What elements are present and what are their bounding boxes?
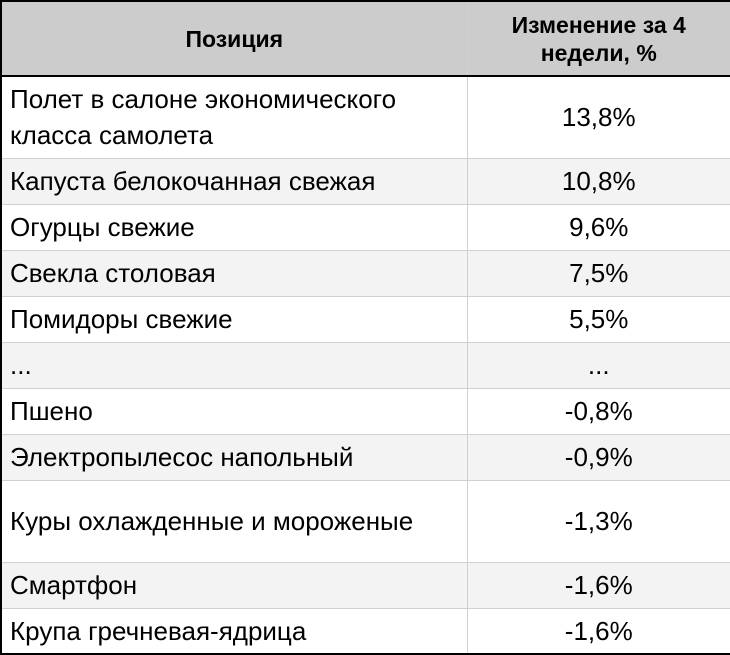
table-row: ... ... (0, 341, 730, 389)
row-item-name: Пшено (0, 387, 468, 435)
table-row: Электропылесос напольный -0,9% (0, 433, 730, 481)
table-row: Свекла столовая 7,5% (0, 249, 730, 297)
row-item-name: Смартфон (0, 561, 468, 609)
table-row: Огурцы свежие 9,6% (0, 203, 730, 251)
row-item-name: Помидоры свежие (0, 295, 468, 343)
row-change-value: -1,6% (466, 561, 730, 609)
row-change-value: -1,6% (466, 607, 730, 655)
row-item-name: Капуста белокочанная свежая (0, 157, 468, 205)
row-change-value: ... (466, 341, 730, 389)
row-change-value: -0,8% (466, 387, 730, 435)
row-change-value: -1,3% (466, 479, 730, 563)
row-change-value: -0,9% (466, 433, 730, 481)
header-row: Позиция Изменение за 4 недели, % (0, 0, 730, 77)
column-header-item: Позиция (0, 0, 468, 77)
table-row: Капуста белокочанная свежая 10,8% (0, 157, 730, 205)
row-item-name: Полет в салоне экономического класса сам… (0, 75, 468, 159)
row-item-name: ... (0, 341, 468, 389)
row-item-name: Огурцы свежие (0, 203, 468, 251)
row-item-name: Крупа гречневая-ядрица (0, 607, 468, 655)
table-row: Смартфон -1,6% (0, 561, 730, 609)
row-item-name: Свекла столовая (0, 249, 468, 297)
row-change-value: 5,5% (466, 295, 730, 343)
table-row: Пшено -0,8% (0, 387, 730, 435)
row-change-value: 13,8% (466, 75, 730, 159)
row-change-value: 10,8% (466, 157, 730, 205)
row-item-name: Электропылесос напольный (0, 433, 468, 481)
column-header-change: Изменение за 4 недели, % (466, 0, 730, 77)
row-item-name: Куры охлажденные и мороженые (0, 479, 468, 563)
row-change-value: 7,5% (466, 249, 730, 297)
table-row: Куры охлажденные и мороженые -1,3% (0, 479, 730, 563)
table-row: Крупа гречневая-ядрица -1,6% (0, 607, 730, 655)
row-change-value: 9,6% (466, 203, 730, 251)
table-row: Помидоры свежие 5,5% (0, 295, 730, 343)
table-row: Полет в салоне экономического класса сам… (0, 75, 730, 159)
